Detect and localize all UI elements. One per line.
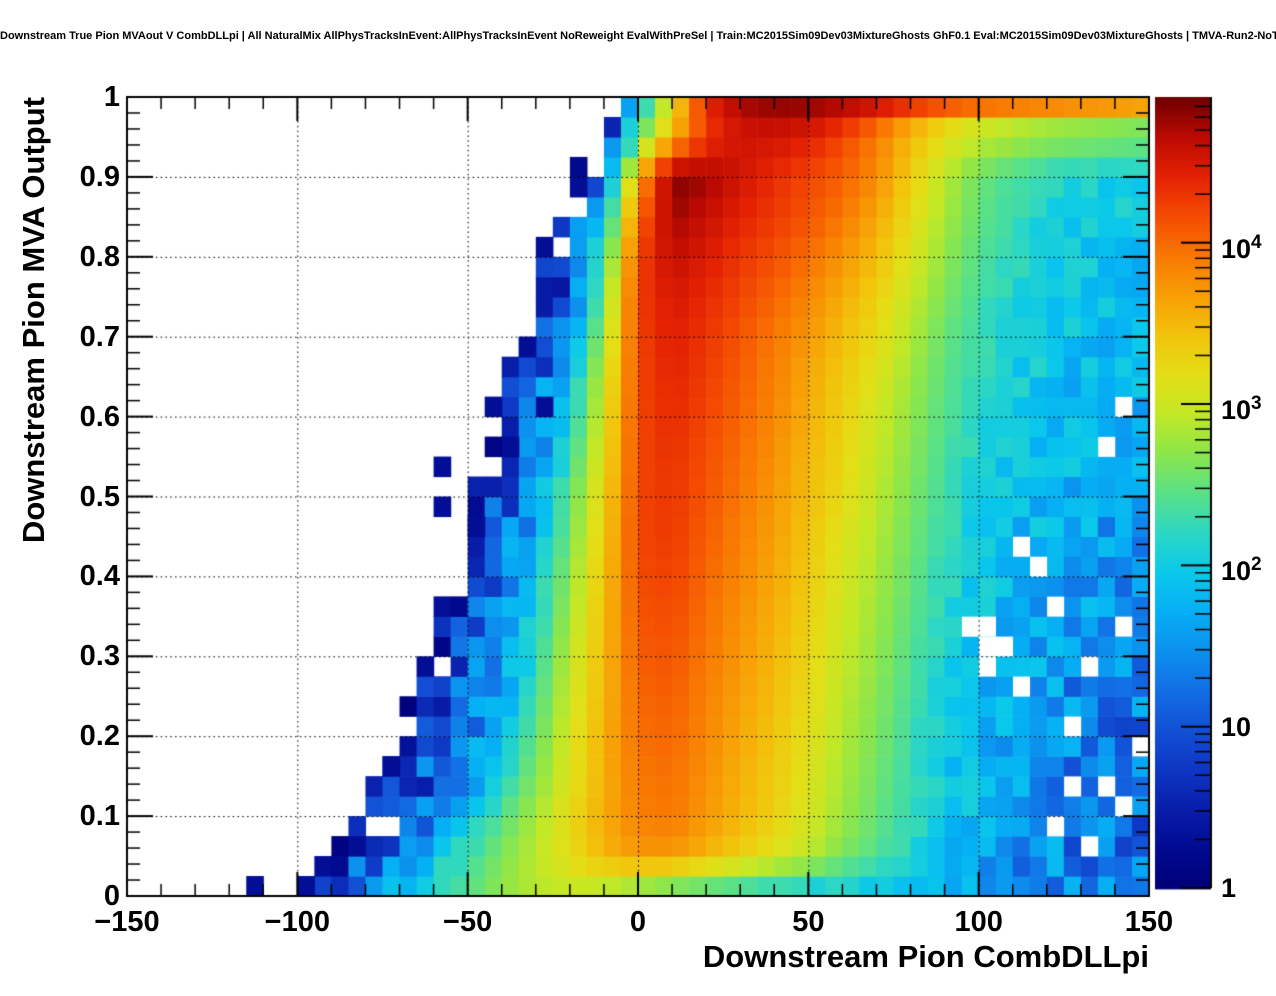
y-tick-label: 0.4 bbox=[79, 560, 120, 593]
y-tick-label: 0.7 bbox=[79, 320, 120, 353]
colorbar-tick-label: 1 bbox=[1221, 873, 1237, 903]
y-tick-label: 0.8 bbox=[79, 240, 120, 273]
x-tick-label: 150 bbox=[1124, 906, 1174, 938]
colorbar-tick-label: 104 bbox=[1221, 231, 1262, 264]
x-tick-label: −150 bbox=[94, 906, 160, 938]
x-tick-label: 0 bbox=[629, 906, 647, 938]
y-tick-label: 0 bbox=[103, 880, 120, 912]
colorbar-tick-label: 10 bbox=[1221, 711, 1252, 742]
y-tick-label: 1 bbox=[103, 81, 120, 113]
y-tick-label: 0.6 bbox=[79, 400, 120, 433]
x-tick-label: 50 bbox=[792, 906, 825, 938]
plot-title: Downstream True Pion MVAout V CombDLLpi … bbox=[0, 30, 1276, 42]
y-tick-label: 0.5 bbox=[79, 480, 120, 513]
y-tick-label: 0.3 bbox=[79, 640, 120, 673]
y-tick-label: 0.9 bbox=[79, 160, 120, 193]
y-tick-label: 0.2 bbox=[79, 720, 120, 753]
x-tick-label: 100 bbox=[954, 906, 1003, 938]
colorbar-tick-label: 103 bbox=[1221, 393, 1262, 425]
x-axis-title: Downstream Pion CombDLLpi bbox=[702, 939, 1149, 974]
x-tick-label: −100 bbox=[264, 906, 330, 938]
colorbar-tick-label: 102 bbox=[1221, 554, 1262, 587]
y-tick-label: 0.1 bbox=[79, 800, 120, 833]
x-tick-label: −50 bbox=[443, 906, 493, 938]
